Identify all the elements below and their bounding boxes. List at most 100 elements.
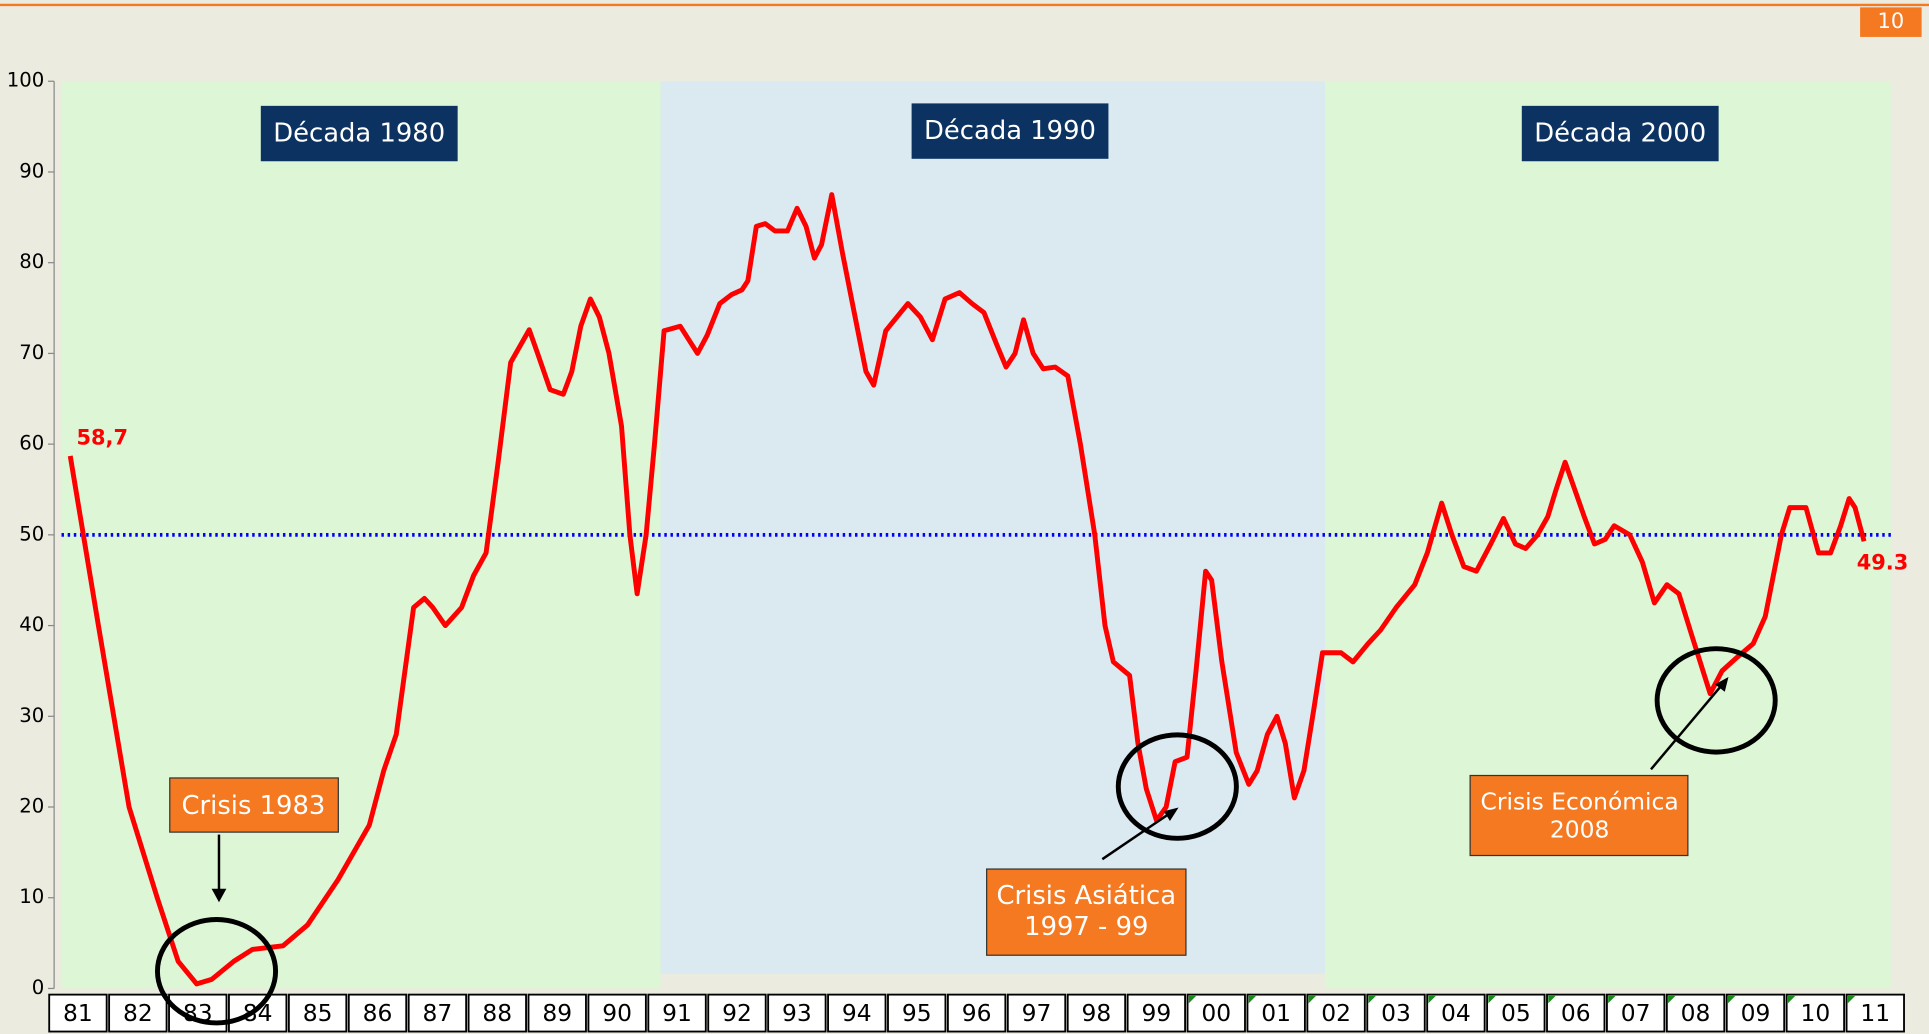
cell-flag (1727, 995, 1736, 1004)
y-tick-label: 20 (19, 795, 44, 818)
x-tick-cell (108, 993, 168, 1033)
annotation-box (169, 777, 339, 833)
page-number: 10 (1878, 9, 1905, 33)
arrow-head (1163, 807, 1179, 822)
cell-flag (1608, 995, 1616, 1004)
x-tick-cell (1546, 993, 1606, 1033)
x-tick-label: 03 (1381, 999, 1411, 1027)
decade-label: Década 1980 (273, 119, 445, 149)
x-tick-label: 09 (1741, 999, 1771, 1027)
point-label: 58,7 (76, 426, 128, 450)
cell-flag (1847, 995, 1856, 1004)
x-tick-label: 93 (782, 999, 812, 1027)
x-tick-cell (1066, 993, 1127, 1033)
arrow (1650, 683, 1724, 771)
x-tick-cell (946, 993, 1007, 1033)
y-tick-label: 30 (19, 704, 44, 727)
y-tick-label: 0 (32, 976, 45, 999)
x-tick-cell (707, 993, 767, 1033)
x-tick-label: 81 (63, 999, 93, 1027)
x-tick-cell (1845, 993, 1905, 1033)
x-tick-label: 06 (1561, 999, 1591, 1027)
x-tick-label: 96 (962, 999, 992, 1027)
x-tick-label: 92 (722, 999, 752, 1027)
cell-flag (1188, 995, 1197, 1004)
decade-label: Década 2000 (1534, 119, 1706, 149)
x-tick-label: 85 (303, 999, 333, 1027)
x-tick-cell (1426, 993, 1486, 1033)
x-tick-cell (407, 993, 468, 1033)
x-tick-cell (287, 993, 348, 1033)
cell-flag (1308, 995, 1316, 1004)
cell-flag (1548, 995, 1556, 1004)
arrow-head (1714, 677, 1729, 692)
crisis-circle (1654, 646, 1778, 755)
x-tick-label: 98 (1082, 999, 1112, 1027)
x-tick-cell (587, 993, 647, 1033)
x-tick-label: 05 (1501, 999, 1531, 1027)
x-tick-cell (1606, 993, 1666, 1033)
y-tick-label: 70 (19, 341, 44, 364)
decade-box (260, 105, 458, 162)
x-tick-cell (827, 993, 887, 1033)
y-tick-label: 100 (7, 69, 45, 92)
x-tick-cell (527, 993, 587, 1033)
x-tick-label: 10 (1801, 999, 1831, 1027)
annotation: Crisis Económica 2008 (1481, 787, 1679, 843)
x-tick-cell (347, 993, 408, 1033)
point-label: 49.3 (1857, 550, 1909, 574)
crisis-circle (155, 917, 279, 1026)
x-tick-label: 86 (363, 999, 393, 1027)
y-tick-label: 50 (19, 522, 44, 545)
x-tick-cell (767, 993, 827, 1033)
x-tick-label: 82 (123, 999, 153, 1027)
x-tick-label: 95 (902, 999, 932, 1027)
x-tick-label: 11 (1860, 999, 1890, 1027)
x-tick-cell (48, 993, 108, 1033)
x-tick-cell (647, 993, 707, 1033)
decade-label: Década 1990 (924, 116, 1096, 146)
annotation: Crisis Asiática 1997 - 99 (997, 881, 1177, 942)
x-tick-label: 91 (662, 999, 692, 1027)
x-tick-cell (1126, 993, 1187, 1033)
cell-flag (1428, 995, 1436, 1004)
arrow-head (211, 888, 227, 903)
x-tick-cell (1486, 993, 1546, 1033)
y-tick-label: 60 (19, 432, 44, 455)
x-tick-cell (228, 993, 288, 1033)
page-number-box (1860, 7, 1922, 37)
x-tick-cell (887, 993, 947, 1033)
x-tick-label: 87 (423, 999, 453, 1027)
x-tick-label: 94 (842, 999, 872, 1027)
x-tick-label: 90 (602, 999, 632, 1027)
x-tick-label: 00 (1201, 999, 1231, 1027)
y-tick-label: 10 (19, 885, 44, 908)
x-tick-label: 88 (482, 999, 512, 1027)
y-tick-label: 80 (19, 250, 44, 273)
x-tick-cell (1186, 993, 1246, 1033)
x-tick-label: 04 (1441, 999, 1471, 1027)
arrow (1101, 811, 1172, 861)
x-tick-cell (1665, 993, 1726, 1033)
decade-box (911, 103, 1109, 159)
x-tick-label: 02 (1321, 999, 1351, 1027)
x-tick-label: 08 (1681, 999, 1711, 1027)
x-tick-cell (1785, 993, 1846, 1033)
x-tick-cell (1366, 993, 1426, 1033)
x-tick-label: 07 (1621, 999, 1651, 1027)
x-tick-label: 01 (1261, 999, 1291, 1027)
x-tick-label: 89 (542, 999, 572, 1027)
x-tick-label: 97 (1022, 999, 1052, 1027)
x-tick-cell (1306, 993, 1366, 1033)
annotation-box (986, 868, 1187, 956)
y-tick-label: 90 (19, 159, 44, 182)
x-tick-cell (467, 993, 527, 1033)
x-tick-cell (1725, 993, 1786, 1033)
cell-flag (1787, 995, 1796, 1004)
x-tick-label: 99 (1141, 999, 1171, 1027)
annotation: Crisis 1983 (182, 791, 326, 821)
cell-flag (1668, 995, 1676, 1004)
band-1980 (61, 81, 661, 989)
crisis-circle (1115, 732, 1239, 841)
